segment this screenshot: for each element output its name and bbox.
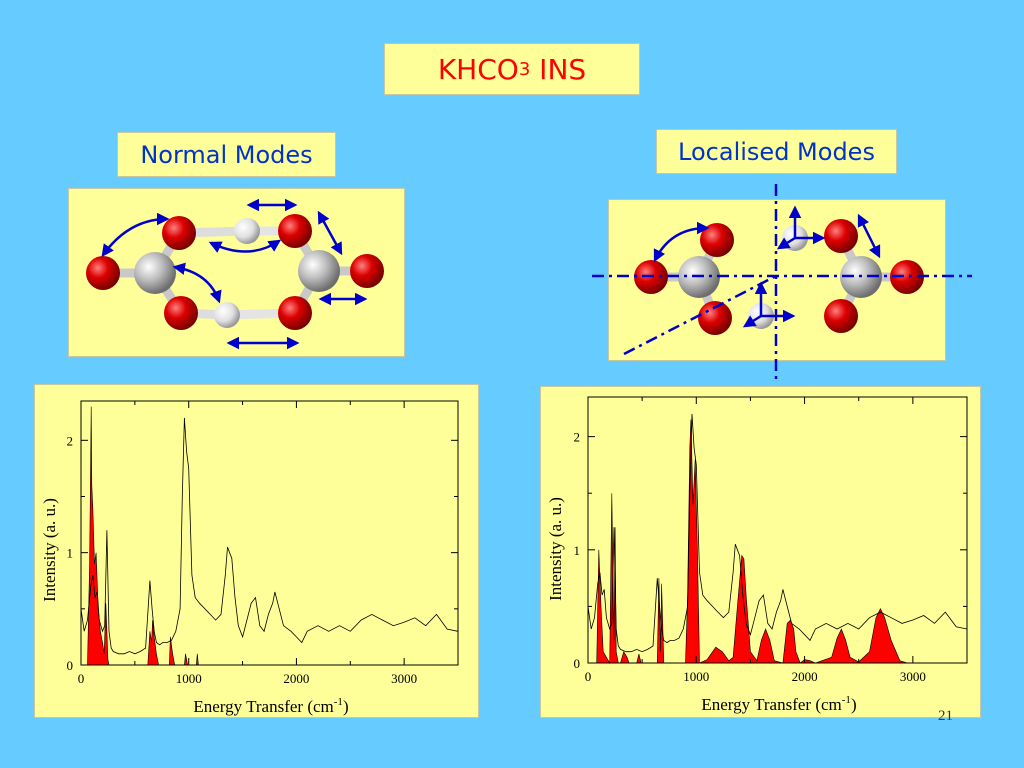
curved-arrow-icon [208,239,282,253]
oxygen-atom [86,256,120,290]
series-line [80,417,459,655]
plot-frame [587,396,968,664]
slide-number: 21 [938,708,953,724]
atoms [86,214,384,330]
x-axis-title: Energy Transfer (cm-1) [193,696,348,716]
oxygen-atom [278,214,312,248]
title-main: KHCO [437,52,519,86]
x-tick-label: 2000 [792,669,818,684]
oxygen-atom [698,301,732,335]
localised-modes-molecule-svg [634,205,924,335]
x-tick-label: 2000 [283,671,309,686]
y-tick-label: 0 [574,656,581,671]
plot-frame [80,400,459,666]
double-arrow-icon [317,210,343,256]
carbon-atom [134,252,176,294]
normal-modes-molecule [68,188,405,357]
curved-arrow-icon [172,262,222,304]
localised-modes-label: Localised Modes [656,129,897,174]
series-filled-area [588,419,967,665]
y-axis-title: Intensity (a. u.) [546,497,565,601]
localised-modes-chart: 0 1000 2000 3000 0 1 2 Energy Transfer (cm-1) … [540,386,981,718]
oxygen-atom [890,260,924,294]
carbon-atom [298,250,340,292]
x-tick-label: 0 [585,669,592,684]
normal-modes-label: Normal Modes [117,132,336,177]
x-tick-label: 1000 [176,671,202,686]
x-tick-label: 0 [78,671,85,686]
x-tick-label: 3000 [900,669,926,684]
series-filled-area [81,406,458,666]
hydrogen-atom [234,218,260,244]
localised-modes-text: Localised Modes [678,137,875,166]
localised-modes-molecule [608,199,946,361]
oxygen-atom [350,254,384,288]
normal-modes-molecule-svg [86,198,384,350]
slide-title: KHCO 3 INS [384,43,640,95]
x-tick-label: 1000 [683,669,709,684]
oxygen-atom [824,219,858,253]
normal-modes-chart: 0 1000 2000 3000 0 1 2 Energy Transfer (cm-1) … [34,384,479,718]
oxygen-atom [162,216,196,250]
hydrogen-atom [214,302,240,328]
y-tick-label: 1 [67,546,74,561]
y-axis-title: Intensity (a. u.) [40,498,59,602]
y-tick-label: 1 [574,543,581,558]
curved-arrow-icon [653,221,710,263]
x-tick-label: 3000 [391,671,417,686]
double-arrow-icon [857,213,881,259]
series-line [587,413,968,653]
y-tick-label: 2 [574,430,581,445]
normal-modes-text: Normal Modes [140,140,313,169]
oxygen-atom [278,296,312,330]
oxygen-atom [164,296,198,330]
curved-arrow-icon [101,212,170,258]
axis-arrow-icon [776,236,796,250]
carbon-atom [678,256,720,298]
x-axis-title: Energy Transfer (cm-1) [701,694,856,714]
oxygen-atom [824,299,858,333]
carbon-atom [840,256,882,298]
oxygen-atom [634,260,668,294]
vibration-arrows [101,198,368,350]
y-tick-label: 2 [67,433,74,448]
title-suffix: INS [530,52,587,86]
title-subscript: 3 [518,58,531,80]
y-tick-label: 0 [67,658,74,673]
